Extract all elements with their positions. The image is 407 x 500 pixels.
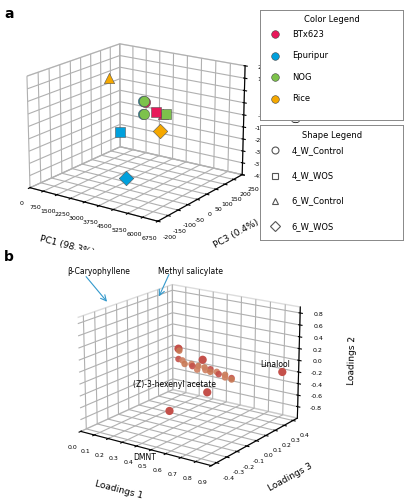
Text: DMNT: DMNT — [133, 454, 156, 462]
Text: β-Caryophyllene: β-Caryophyllene — [67, 267, 130, 276]
Text: a: a — [4, 8, 13, 22]
Text: NOG: NOG — [292, 72, 311, 82]
Text: Shape Legend: Shape Legend — [302, 130, 362, 140]
Text: Rice: Rice — [292, 94, 310, 103]
Text: 4_W_Control: 4_W_Control — [292, 146, 344, 155]
Text: b: b — [4, 250, 14, 264]
X-axis label: PC1 (98.3%): PC1 (98.3%) — [39, 234, 95, 257]
Y-axis label: Loadings 3: Loadings 3 — [267, 462, 314, 494]
Text: 6_W_Control: 6_W_Control — [292, 196, 344, 205]
Text: Color Legend: Color Legend — [304, 16, 359, 24]
Text: 4_W_WOS: 4_W_WOS — [292, 171, 334, 180]
X-axis label: Loadings 1: Loadings 1 — [94, 479, 144, 500]
Text: (Z)-3-hexenyl acetate: (Z)-3-hexenyl acetate — [133, 380, 216, 389]
Y-axis label: PC3 (0.4%): PC3 (0.4%) — [212, 218, 260, 250]
Text: BTx623: BTx623 — [292, 30, 324, 38]
Text: Methyl salicylate: Methyl salicylate — [158, 267, 223, 276]
Text: 6_W_WOS: 6_W_WOS — [292, 222, 334, 230]
Text: Linalool: Linalool — [261, 360, 291, 369]
Text: Epuripur: Epuripur — [292, 51, 328, 60]
